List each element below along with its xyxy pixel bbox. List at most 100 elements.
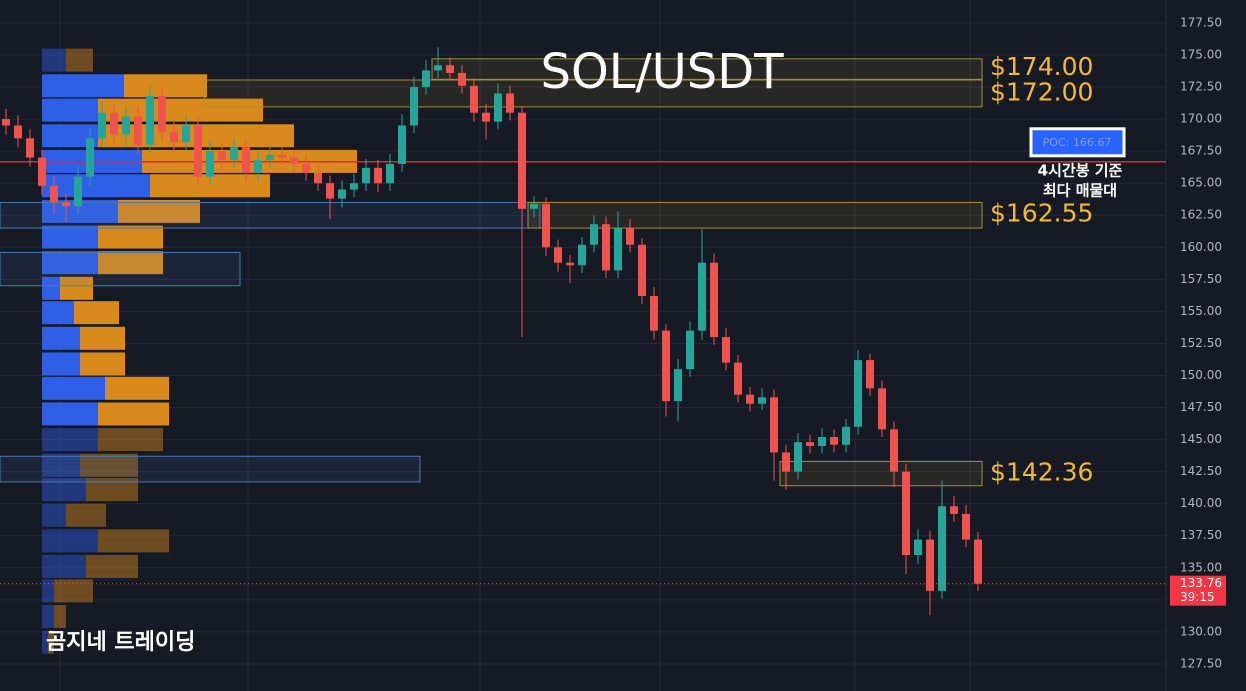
candle-body [386, 163, 394, 184]
candle-body [542, 203, 550, 248]
profile-buy [42, 630, 48, 654]
profile-buy [42, 555, 86, 579]
profile-buy [42, 98, 98, 122]
candle-body [398, 125, 406, 164]
profile-sell [98, 428, 163, 452]
profile-sell [124, 74, 207, 98]
y-tick-label: 160.00 [1180, 240, 1222, 254]
candle-body [122, 116, 130, 135]
candle-body [134, 116, 142, 145]
candle-body [230, 147, 238, 161]
candle-body [50, 185, 58, 203]
profile-sell [98, 225, 163, 249]
profile-buy [42, 376, 105, 400]
poc-note: 4시간봉 기준 [1038, 161, 1123, 179]
zone-label: $172.00 [990, 77, 1093, 106]
profile-sell [118, 199, 200, 223]
y-tick-label: 170.00 [1180, 112, 1222, 126]
candle-body [614, 228, 622, 271]
candle-body [182, 125, 190, 143]
profile-buy [42, 402, 98, 426]
profile-buy [42, 428, 98, 452]
candle-body [782, 452, 790, 472]
candle-body [110, 112, 118, 135]
y-tick-label: 130.00 [1180, 624, 1222, 638]
profile-sell [80, 453, 138, 477]
y-tick-label: 145.00 [1180, 432, 1222, 446]
candle-body [866, 360, 874, 389]
profile-buy [42, 453, 80, 477]
profile-buy [42, 174, 150, 198]
profile-buy [42, 199, 118, 223]
profile-buy [42, 352, 80, 376]
profile-sell [98, 402, 169, 426]
support-zone [0, 201, 541, 229]
zone-label: $162.55 [990, 199, 1093, 228]
candle-body [626, 228, 634, 245]
candle-body [350, 183, 358, 190]
profile-sell [66, 48, 93, 72]
profile-buy [42, 478, 86, 502]
candle-body [566, 262, 574, 266]
profile-sell [98, 251, 163, 275]
y-tick-label: 147.50 [1180, 400, 1222, 414]
support-zone [0, 455, 421, 483]
candle-body [674, 369, 682, 402]
y-tick-label: 157.50 [1180, 272, 1222, 286]
price-zone [527, 201, 983, 229]
profile-sell [74, 301, 119, 325]
candle-body [758, 397, 766, 404]
candle-body [374, 167, 382, 184]
profile-sell [105, 376, 169, 400]
candle-body [554, 247, 562, 263]
candle-body [446, 65, 454, 73]
candle-body [62, 202, 70, 207]
candle-body [686, 330, 694, 370]
candle-body [854, 360, 862, 427]
candle-body [98, 112, 106, 139]
y-tick-label: 177.50 [1180, 15, 1222, 29]
profile-buy [42, 605, 54, 629]
price-zone [203, 79, 983, 108]
candle-body [770, 397, 778, 453]
candle-body [962, 513, 970, 540]
y-tick-label: 135.00 [1180, 560, 1222, 574]
candle-body [914, 539, 922, 555]
candle-body [890, 429, 898, 472]
profile-sell [80, 352, 125, 376]
candle-body [302, 163, 310, 173]
profile-sell [98, 529, 169, 553]
profile-buy [42, 301, 74, 325]
profile-buy [42, 124, 98, 148]
candle-body [878, 388, 886, 430]
candle-body [434, 65, 442, 71]
candle-body [938, 506, 946, 591]
candle-body [2, 119, 10, 126]
candle-body [74, 176, 82, 207]
candle-body [926, 539, 934, 591]
profile-buy [42, 326, 80, 350]
profile-sell [48, 630, 54, 654]
profile-sell [98, 98, 263, 122]
candle-body [14, 125, 22, 139]
candle-body [482, 112, 490, 122]
candle-body [86, 138, 94, 177]
profile-sell [54, 605, 66, 629]
poc-box [1029, 127, 1126, 158]
candle-body [410, 87, 418, 126]
candle-body [242, 147, 250, 173]
candle-body [170, 131, 178, 143]
candle-body [710, 262, 718, 338]
y-tick-label: 155.00 [1180, 304, 1222, 318]
candle-body [278, 154, 286, 158]
profile-sell [60, 276, 93, 300]
profile-buy [42, 503, 66, 527]
y-tick-label: 140.00 [1180, 496, 1222, 510]
y-tick-label: 167.50 [1180, 144, 1222, 158]
profile-buy [42, 225, 98, 249]
support-zone [0, 251, 241, 287]
candle-body [830, 437, 838, 445]
y-tick-label: 162.50 [1180, 208, 1222, 222]
candle-body [662, 330, 670, 402]
